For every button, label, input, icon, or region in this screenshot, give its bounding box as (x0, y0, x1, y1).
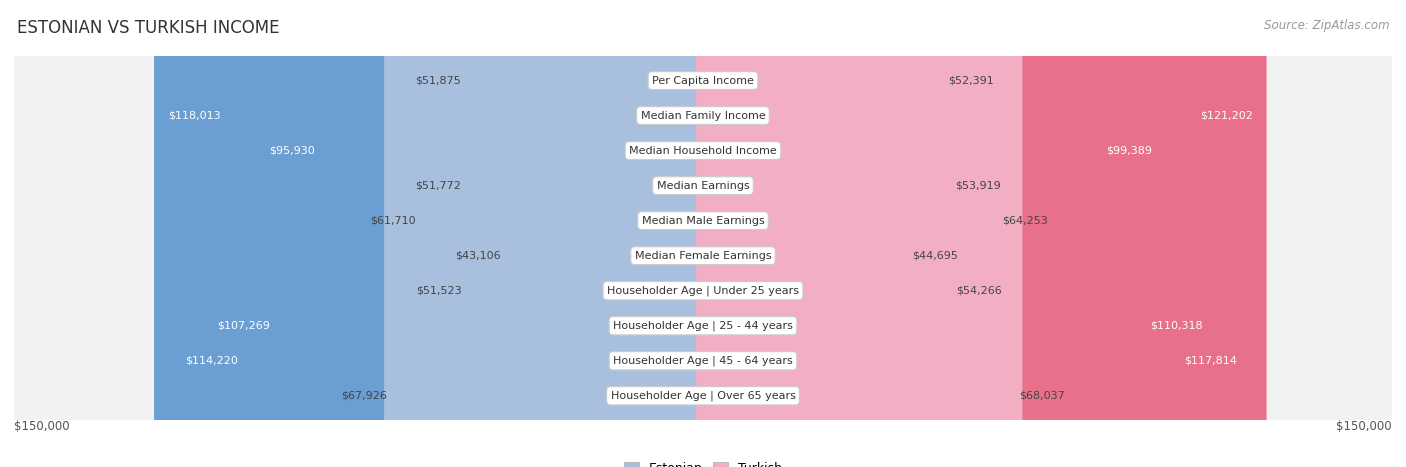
Text: $99,389: $99,389 (1107, 146, 1153, 156)
Text: $150,000: $150,000 (14, 420, 70, 433)
FancyBboxPatch shape (696, 0, 1005, 467)
Text: $51,523: $51,523 (416, 286, 463, 296)
Text: Householder Age | 25 - 44 years: Householder Age | 25 - 44 years (613, 320, 793, 331)
Text: $118,013: $118,013 (167, 111, 221, 120)
Text: $121,202: $121,202 (1199, 111, 1253, 120)
FancyBboxPatch shape (696, 0, 1022, 467)
FancyBboxPatch shape (413, 0, 710, 467)
FancyBboxPatch shape (498, 0, 710, 467)
Text: Median Family Income: Median Family Income (641, 111, 765, 120)
Legend: Estonian, Turkish: Estonian, Turkish (619, 457, 787, 467)
Text: $44,695: $44,695 (912, 251, 959, 261)
Text: $95,930: $95,930 (270, 146, 315, 156)
Text: $52,391: $52,391 (948, 76, 994, 85)
FancyBboxPatch shape (460, 0, 710, 467)
Text: $43,106: $43,106 (456, 251, 501, 261)
FancyBboxPatch shape (384, 0, 710, 467)
Text: $61,710: $61,710 (370, 216, 415, 226)
Text: Median Household Income: Median Household Income (628, 146, 778, 156)
Text: Median Earnings: Median Earnings (657, 181, 749, 191)
FancyBboxPatch shape (155, 0, 710, 467)
FancyBboxPatch shape (458, 0, 710, 467)
Text: $107,269: $107,269 (217, 321, 270, 331)
FancyBboxPatch shape (458, 0, 710, 467)
Text: Median Male Earnings: Median Male Earnings (641, 216, 765, 226)
Text: $68,037: $68,037 (1019, 391, 1066, 401)
FancyBboxPatch shape (696, 0, 1251, 467)
Text: Median Female Earnings: Median Female Earnings (634, 251, 772, 261)
Text: Householder Age | Under 25 years: Householder Age | Under 25 years (607, 285, 799, 296)
Text: Householder Age | 45 - 64 years: Householder Age | 45 - 64 years (613, 355, 793, 366)
Text: $150,000: $150,000 (1336, 420, 1392, 433)
FancyBboxPatch shape (696, 0, 957, 467)
Text: $114,220: $114,220 (186, 356, 238, 366)
Text: ESTONIAN VS TURKISH INCOME: ESTONIAN VS TURKISH INCOME (17, 19, 280, 37)
FancyBboxPatch shape (696, 0, 1267, 467)
FancyBboxPatch shape (204, 0, 710, 467)
Text: $53,919: $53,919 (955, 181, 1001, 191)
FancyBboxPatch shape (256, 0, 710, 467)
Text: $51,772: $51,772 (415, 181, 461, 191)
Text: $110,318: $110,318 (1150, 321, 1202, 331)
Text: $64,253: $64,253 (1002, 216, 1047, 226)
Text: $54,266: $54,266 (956, 286, 1002, 296)
FancyBboxPatch shape (696, 0, 950, 467)
FancyBboxPatch shape (696, 0, 959, 467)
Text: Source: ZipAtlas.com: Source: ZipAtlas.com (1264, 19, 1389, 32)
FancyBboxPatch shape (696, 0, 1167, 467)
FancyBboxPatch shape (696, 0, 1216, 467)
Text: Per Capita Income: Per Capita Income (652, 76, 754, 85)
Text: $67,926: $67,926 (342, 391, 387, 401)
FancyBboxPatch shape (696, 0, 915, 467)
Text: $51,875: $51,875 (415, 76, 461, 85)
FancyBboxPatch shape (172, 0, 710, 467)
Text: Householder Age | Over 65 years: Householder Age | Over 65 years (610, 390, 796, 401)
Text: $117,814: $117,814 (1184, 356, 1237, 366)
